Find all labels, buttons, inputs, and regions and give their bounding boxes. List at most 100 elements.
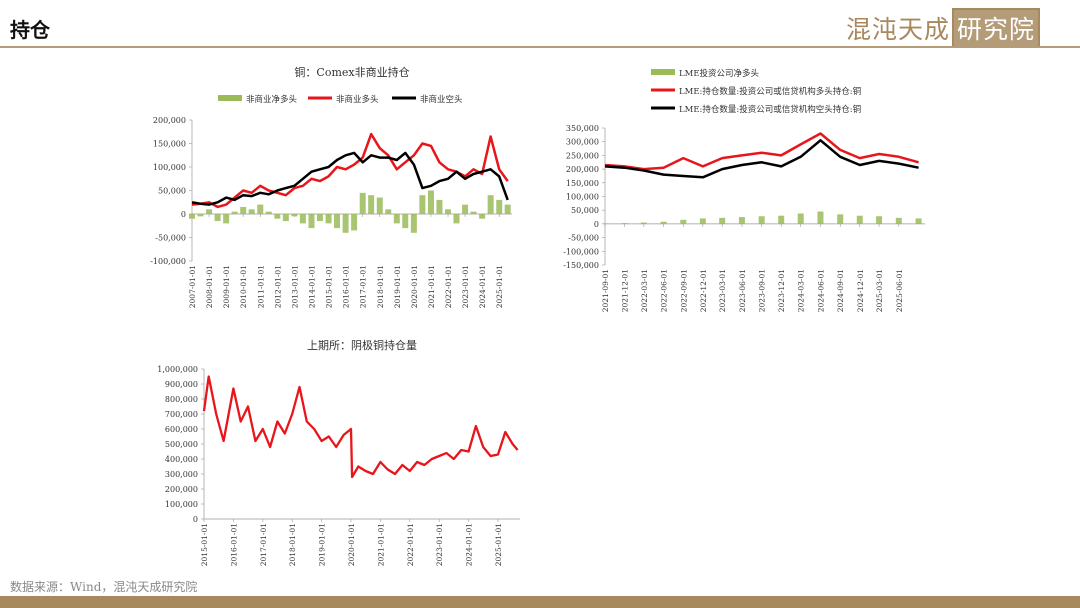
bar <box>621 223 628 224</box>
bar <box>719 217 726 224</box>
y-tick-label: 900,000 <box>165 380 198 389</box>
bar <box>856 215 863 224</box>
x-tick-label: 2024-09-01 <box>836 269 845 312</box>
bar <box>334 214 340 229</box>
x-tick-label: 2025-01-01 <box>495 265 504 308</box>
bar <box>915 218 922 224</box>
x-tick-label: 2014-01-01 <box>307 265 316 308</box>
y-tick-label: 200,000 <box>566 165 599 174</box>
x-tick-label: 2016-01-01 <box>342 265 351 308</box>
x-tick-label: 2021-01-01 <box>376 523 385 566</box>
bar <box>837 214 844 224</box>
x-tick-label: 2007-01-01 <box>188 265 197 308</box>
x-tick-label: 2015-01-01 <box>325 265 334 308</box>
bar <box>231 211 238 214</box>
bar <box>410 214 417 233</box>
bar <box>274 214 281 219</box>
bar <box>368 195 375 214</box>
bar <box>257 204 264 214</box>
lme-positions-chart: LME投资公司净多头 LME:持仓数量:投资公司或信贷机构多头持仓:铜 LME:持仓… <box>563 68 925 312</box>
line-series <box>191 151 509 206</box>
legend-swatch <box>651 69 675 75</box>
y-tick-label: 50,000 <box>571 206 599 215</box>
chart-title: 上期所：阴极铜持仓量 <box>307 338 417 352</box>
x-tick-label: 2017-01-01 <box>259 523 268 566</box>
bar <box>758 216 765 224</box>
bar-series <box>189 190 511 233</box>
y-tick-label: -50,000 <box>568 234 599 243</box>
x-tick-label: 2024-01-01 <box>465 523 474 566</box>
x-tick-label: 2023-06-01 <box>738 269 747 312</box>
x-tick-label: 2017-01-01 <box>359 265 368 308</box>
bar <box>640 222 647 224</box>
bar <box>214 214 221 222</box>
bar <box>402 214 409 229</box>
legend-label: 非商业空头 <box>420 94 463 105</box>
legend-label: LME:持仓数量:投资公司或信贷机构空头持仓:铜 <box>679 104 861 115</box>
y-tick-label: 700,000 <box>165 410 198 419</box>
y-tick-label: 200,000 <box>165 485 198 494</box>
x-tick-label: 2018-01-01 <box>288 523 297 566</box>
brand-name: 混沌天成 <box>846 15 951 44</box>
legend-label: 非商业净多头 <box>246 94 298 105</box>
bar <box>325 214 332 224</box>
x-tick-label: 2018-01-01 <box>376 265 385 308</box>
bar <box>351 214 358 231</box>
bar <box>699 218 706 224</box>
bar <box>487 195 494 214</box>
y-tick-label: 350,000 <box>566 124 599 133</box>
bar <box>778 215 785 224</box>
bar <box>436 199 443 214</box>
y-tick-label: 0 <box>594 220 599 229</box>
bar <box>445 209 452 214</box>
x-tick-label: 2011-01-01 <box>256 265 265 308</box>
y-tick-label: -50,000 <box>155 234 186 243</box>
y-tick-label: 500,000 <box>165 440 198 449</box>
y-tick-label: -150,000 <box>563 261 599 270</box>
x-tick-label: 2023-01-01 <box>461 265 470 308</box>
x-tick-label: 2021-12-01 <box>621 269 630 312</box>
bar <box>385 209 392 214</box>
y-tick-label: 150,000 <box>153 140 186 149</box>
x-tick-label: 2024-03-01 <box>797 269 806 312</box>
bar <box>189 214 195 219</box>
bar <box>223 214 230 224</box>
bar <box>197 214 204 217</box>
x-tick-label: 2013-01-01 <box>290 265 299 308</box>
bar <box>895 217 902 224</box>
bar <box>496 199 503 214</box>
x-tick-label: 2010-01-01 <box>239 265 248 308</box>
legend-label: LME:持仓数量:投资公司或信贷机构多头持仓:铜 <box>679 86 861 97</box>
x-tick-label: 2022-12-01 <box>699 269 708 312</box>
legend-label: 非商业多头 <box>336 94 379 105</box>
bar <box>359 192 366 214</box>
chart-title: 铜：Comex非商业持仓 <box>294 65 409 79</box>
x-tick-label: 2025-06-01 <box>895 269 904 312</box>
legend-swatch <box>218 95 242 101</box>
bar <box>660 221 667 224</box>
x-tick-label: 2025-01-01 <box>494 523 503 566</box>
x-tick-label: 2024-06-01 <box>816 269 825 312</box>
line-series <box>604 132 919 171</box>
x-tick-label: 2020-01-01 <box>347 523 356 566</box>
x-tick-label: 2022-03-01 <box>640 269 649 312</box>
bar <box>470 211 477 214</box>
y-tick-label: 200,000 <box>153 116 186 125</box>
shfe-open-interest-chart: 上期所：阴极铜持仓量 0 100,000 200,000 300,000 400,000 5… <box>157 338 520 566</box>
bar <box>504 204 511 214</box>
x-tick-label: 2012-01-01 <box>273 265 282 308</box>
y-tick-label: 50,000 <box>158 187 186 196</box>
x-tick-label: 2019-01-01 <box>318 523 327 566</box>
x-tick-label: 2015-01-01 <box>200 523 209 566</box>
bar <box>817 211 824 224</box>
x-tick-label: 2022-09-01 <box>679 269 688 312</box>
y-tick-label: -100,000 <box>563 247 599 256</box>
x-tick-label: 2023-09-01 <box>758 269 767 312</box>
bar <box>453 214 460 224</box>
page-header: 持仓 混沌天成 研究院 <box>0 0 1080 48</box>
y-tick-label: 100,000 <box>165 500 198 509</box>
x-tick-label: 2021-01-01 <box>427 265 436 308</box>
bar <box>308 214 315 229</box>
y-tick-label: 300,000 <box>165 470 198 479</box>
